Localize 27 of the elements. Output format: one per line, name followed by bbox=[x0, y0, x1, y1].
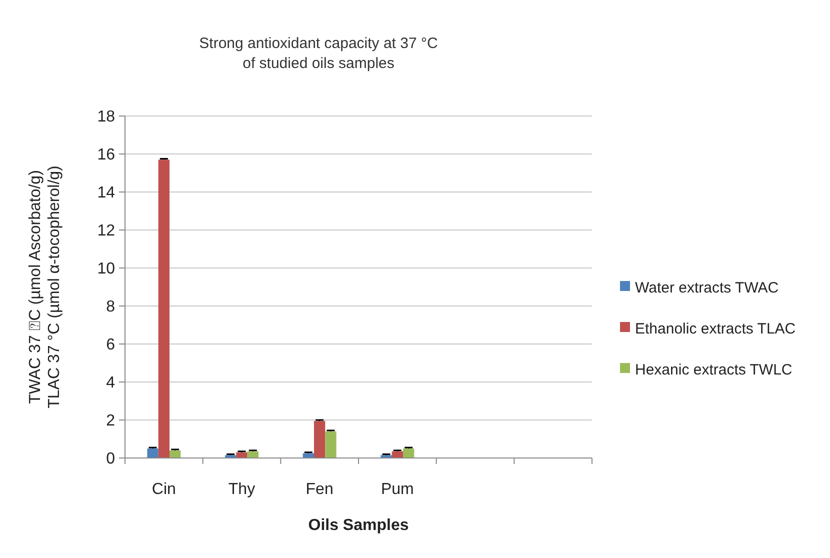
y-tick-label: 4 bbox=[106, 374, 116, 392]
bar bbox=[158, 160, 170, 458]
y-axis-title: TWAC 37 ⍰C (µmol Ascorbato/g) TLAC 37 °C (µmol α-tocopherol/g) bbox=[27, 166, 63, 408]
y-tick-label: 6 bbox=[106, 336, 116, 354]
y-tick-label: 2 bbox=[106, 412, 116, 430]
x-tick-label: Cin bbox=[152, 481, 176, 498]
x-axis-title: Oils Samples bbox=[308, 517, 409, 534]
y-tick-label: 18 bbox=[97, 108, 116, 126]
chart-title: Strong antioxidant capacity at 37 °C of studied oils samples bbox=[199, 35, 438, 72]
bar bbox=[314, 420, 326, 458]
bar bbox=[169, 450, 181, 458]
bar bbox=[392, 451, 403, 458]
y-tick-label: 12 bbox=[97, 222, 116, 240]
y-tick-label: 8 bbox=[106, 298, 116, 316]
legend-label: Water extracts TWAC bbox=[635, 279, 779, 296]
x-tick-label: Pum bbox=[380, 481, 414, 498]
y-tick-label: 16 bbox=[97, 146, 116, 164]
bar bbox=[147, 448, 158, 458]
legend-label: Ethanolic extracts TLAC bbox=[635, 320, 796, 338]
y-tick-label: 14 bbox=[97, 184, 116, 202]
y-tick-label: 10 bbox=[97, 260, 116, 278]
y-tick-label: 0 bbox=[106, 450, 116, 468]
bar bbox=[325, 431, 336, 458]
x-tick-label: Fen bbox=[306, 481, 334, 498]
legend-label: Hexanic extracts TWLC bbox=[635, 361, 792, 378]
x-tick-label: Thy bbox=[228, 481, 256, 498]
bar bbox=[402, 448, 414, 458]
